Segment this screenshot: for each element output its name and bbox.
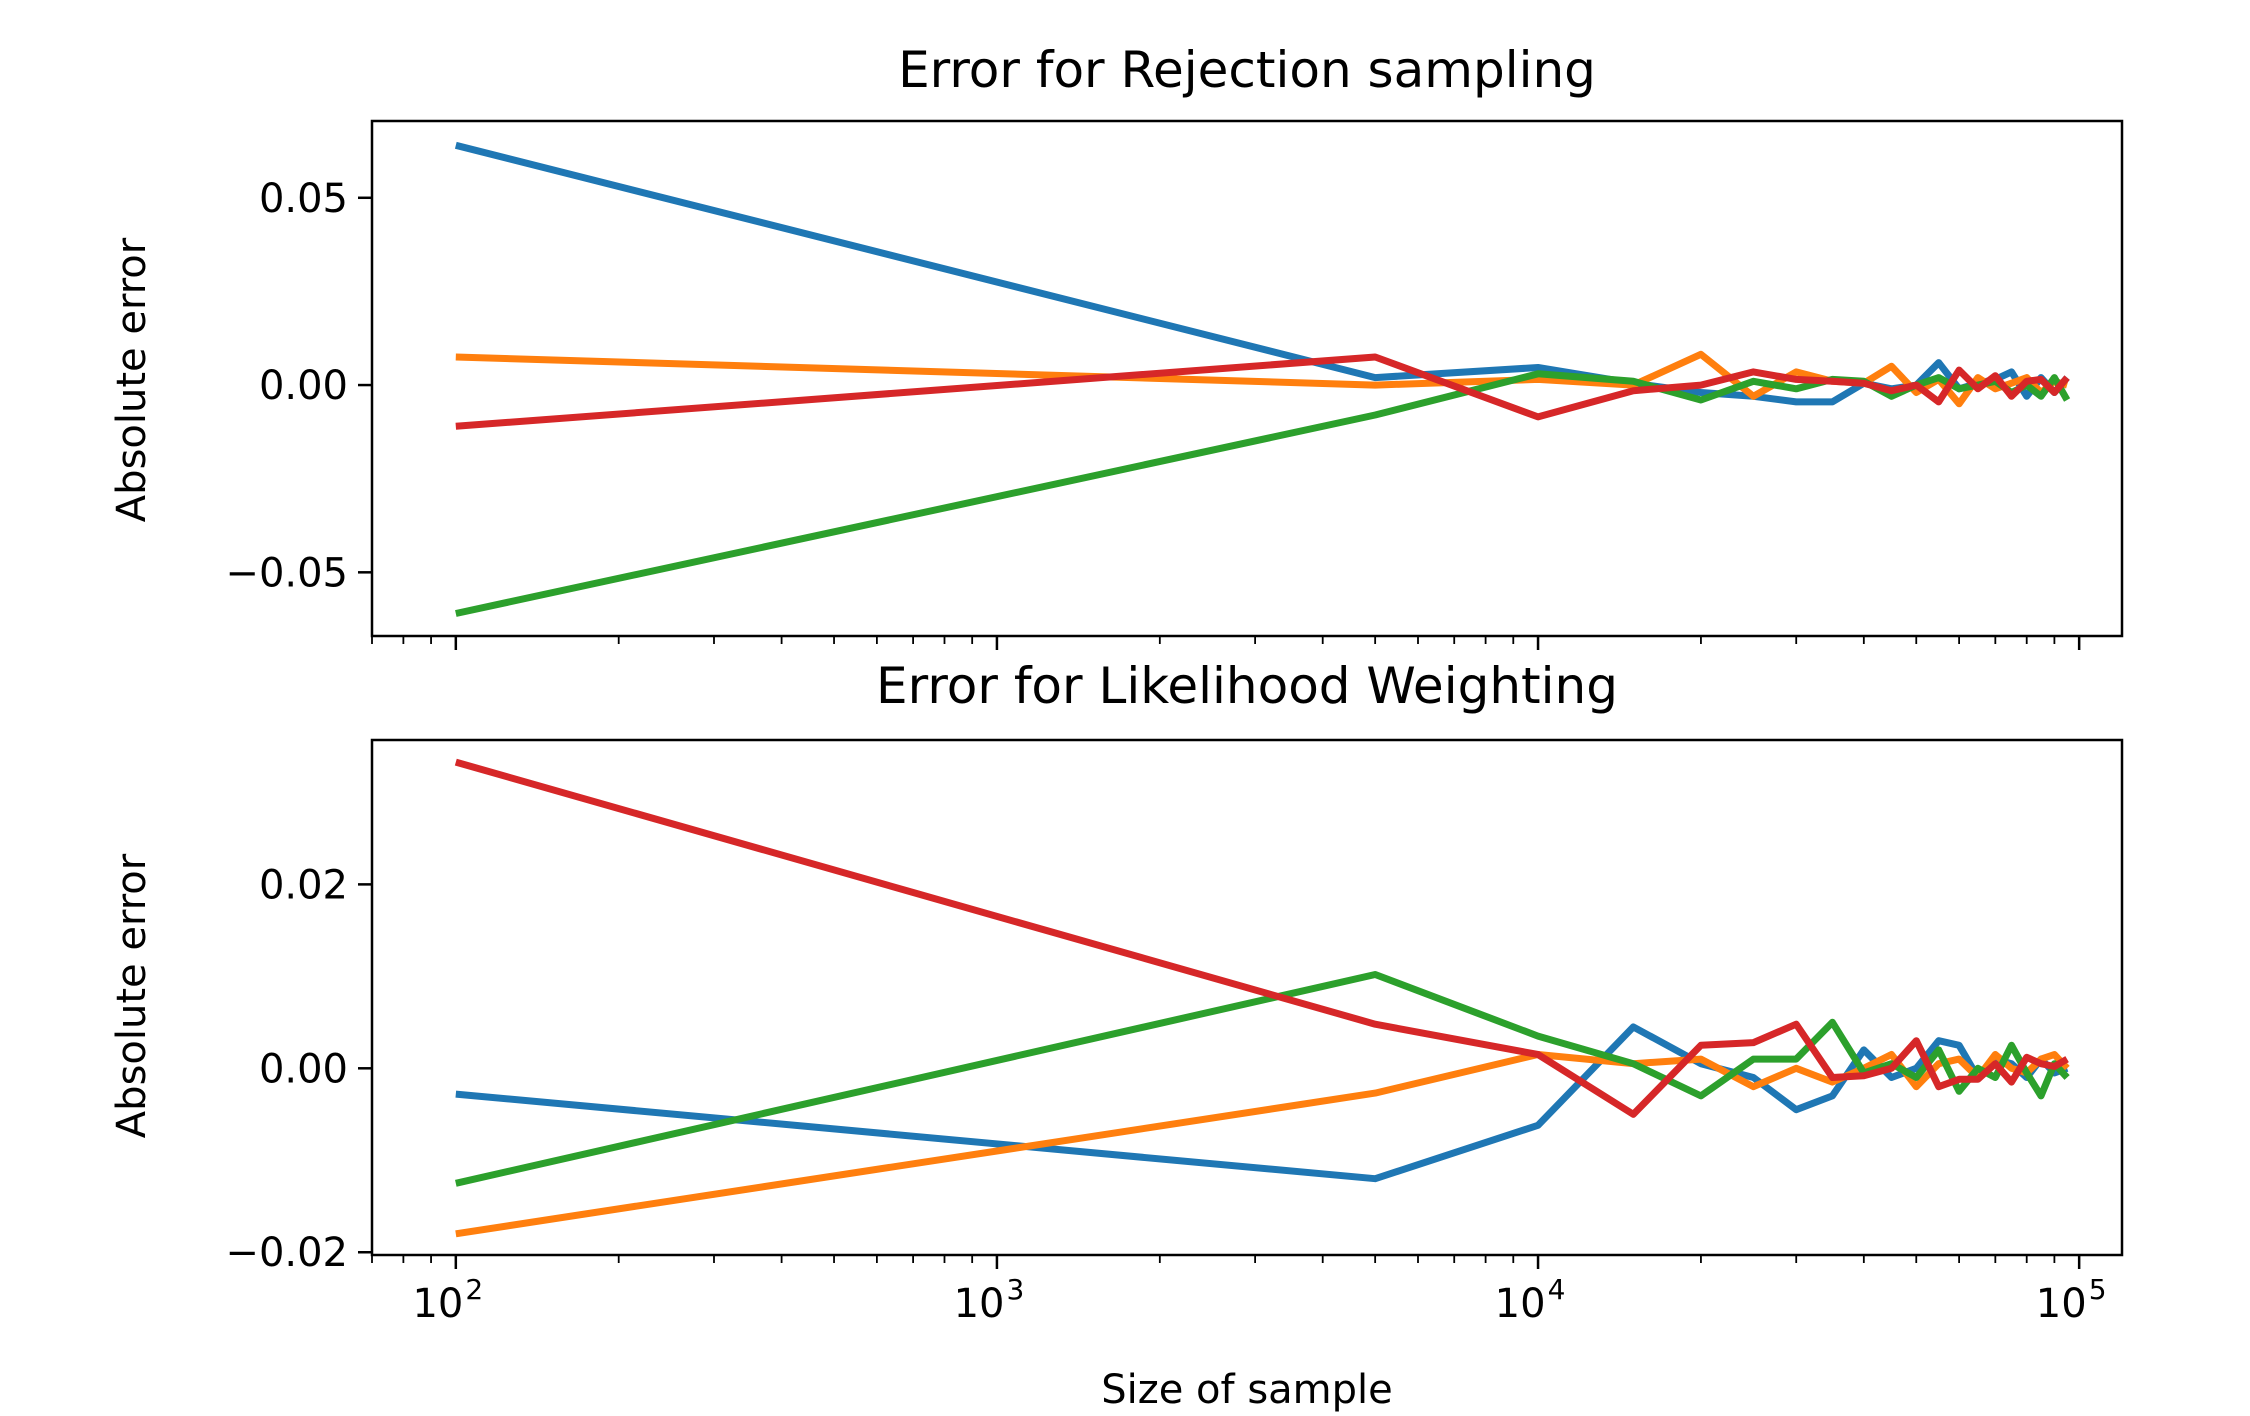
y-axis-label: Absolute error <box>109 237 155 522</box>
series-line-3 <box>455 971 2070 1187</box>
y-tick-label: −0.02 <box>225 1230 348 1276</box>
y-tick-label: 0.00 <box>259 1046 348 1092</box>
series-line-4 <box>455 353 2070 430</box>
rejection-sampling-panel: Error for Rejection sampling Absolute er… <box>109 41 2124 650</box>
plot-frame <box>370 119 2124 638</box>
x-major-ticks <box>454 636 2081 650</box>
y-tick-label: −0.05 <box>225 550 348 596</box>
plot-frame <box>370 738 2124 1257</box>
y-axis-label: Absolute error <box>109 853 155 1138</box>
panel-title: Error for Rejection sampling <box>898 41 1596 99</box>
series-line-4 <box>454 758 2069 1118</box>
series-lines <box>454 141 2071 617</box>
series-lines <box>454 758 2070 1238</box>
y-tick-label: 0.05 <box>259 176 348 222</box>
y-axis-ticks: −0.05 0.00 0.05 <box>225 176 372 596</box>
x-minor-ticks <box>371 636 2056 644</box>
x-axis-label: Size of sample <box>1101 1367 1393 1413</box>
series-line-2 <box>455 350 2069 408</box>
x-minor-ticks <box>371 1255 2056 1263</box>
y-tick-label: 0.00 <box>259 363 348 409</box>
x-tick-label: 105 <box>2036 1273 2107 1327</box>
panel-title: Error for Likelihood Weighting <box>876 657 1618 715</box>
y-axis-ticks: −0.02 0.00 0.02 <box>225 862 372 1276</box>
likelihood-weighting-panel: Error for Likelihood Weighting Absolute … <box>109 657 2124 1413</box>
y-tick-label: 0.02 <box>259 862 348 908</box>
